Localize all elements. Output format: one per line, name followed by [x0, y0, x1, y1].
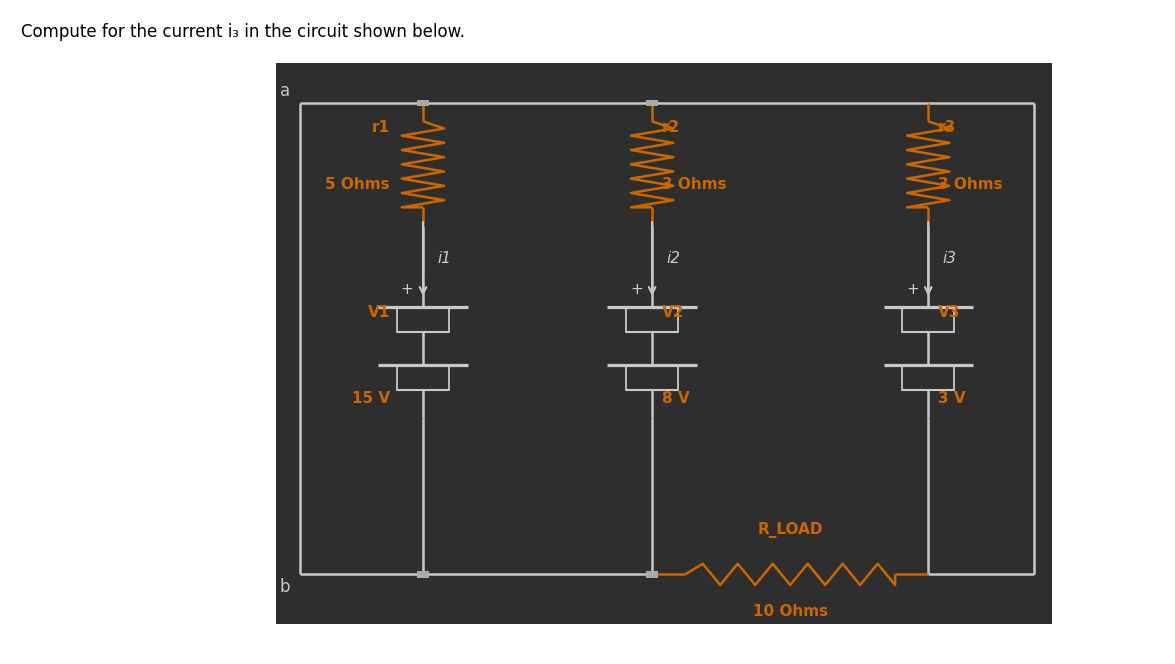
Text: +: +	[401, 282, 414, 297]
Bar	[902, 365, 954, 390]
Bar	[397, 365, 449, 390]
Text: V1: V1	[368, 305, 390, 319]
Text: +: +	[630, 282, 643, 297]
Text: i3: i3	[942, 252, 956, 266]
Text: 10 Ohms: 10 Ohms	[753, 604, 827, 620]
Bar	[646, 571, 658, 578]
Text: 15 V: 15 V	[352, 391, 390, 406]
Bar	[646, 100, 658, 106]
Text: r3: r3	[938, 120, 955, 135]
Text: 8 V: 8 V	[662, 391, 690, 406]
Text: i1: i1	[437, 252, 451, 266]
Bar	[417, 100, 429, 106]
Text: i2: i2	[666, 252, 680, 266]
Text: b: b	[280, 578, 290, 596]
Bar	[626, 307, 678, 332]
Text: r1: r1	[372, 120, 390, 135]
Text: 3 Ohms: 3 Ohms	[938, 177, 1002, 192]
Text: Compute for the current i₃ in the circuit shown below.: Compute for the current i₃ in the circui…	[21, 23, 465, 41]
FancyBboxPatch shape	[276, 63, 1052, 624]
Bar	[626, 365, 678, 390]
Text: 3 V: 3 V	[938, 391, 966, 406]
Bar	[397, 307, 449, 332]
Text: +: +	[906, 282, 919, 297]
Text: 3 Ohms: 3 Ohms	[662, 177, 726, 192]
Text: 5 Ohms: 5 Ohms	[325, 177, 390, 192]
Text: V2: V2	[662, 305, 684, 319]
Bar	[902, 307, 954, 332]
Text: V3: V3	[938, 305, 960, 319]
Text: a: a	[280, 82, 290, 100]
Bar	[417, 571, 429, 578]
Text: R_LOAD: R_LOAD	[758, 522, 822, 538]
Text: r2: r2	[662, 120, 680, 135]
